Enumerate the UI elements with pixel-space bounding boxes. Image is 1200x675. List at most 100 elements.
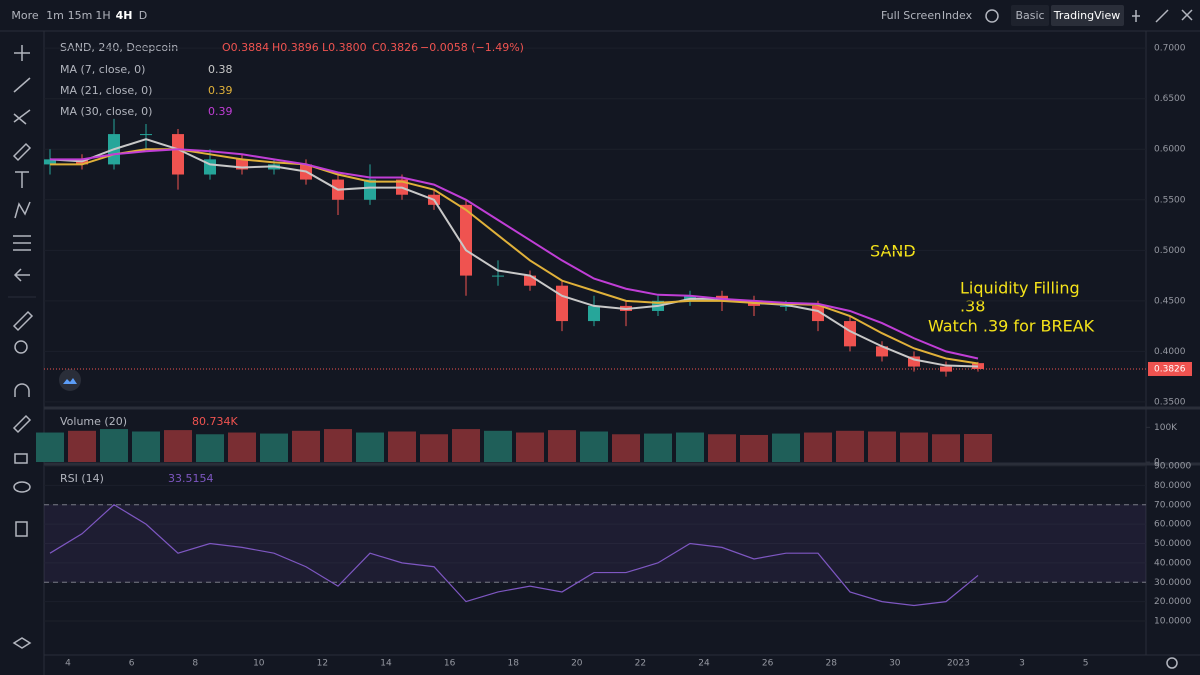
- prediction-icon[interactable]: [13, 235, 31, 251]
- trash-icon[interactable]: [15, 521, 28, 537]
- tradingview-button[interactable]: TradingView: [1053, 9, 1120, 22]
- y-tick-label: 0.4500: [1154, 296, 1186, 306]
- settings-icon[interactable]: [985, 9, 999, 23]
- eye-icon[interactable]: [13, 481, 31, 493]
- interval-button[interactable]: 4H: [116, 9, 133, 22]
- lock-icon[interactable]: [14, 453, 28, 464]
- candle-body: [172, 134, 184, 175]
- interval-button[interactable]: 1m: [46, 9, 64, 22]
- volume-bar: [612, 434, 640, 462]
- time-label: 22: [635, 659, 646, 669]
- time-label: 24: [698, 659, 710, 669]
- annotation: .38: [960, 297, 985, 316]
- text-icon[interactable]: [15, 171, 29, 188]
- pin-icon[interactable]: [1132, 10, 1140, 22]
- ohlc-value: C0.3826: [372, 41, 418, 54]
- top-bar: [0, 0, 1200, 31]
- annotation: SAND: [870, 242, 916, 261]
- volume-bar: [964, 434, 992, 462]
- time-label: 2023: [947, 659, 970, 669]
- ma-legend[interactable]: MA (7, close, 0): [60, 63, 145, 76]
- interval-button[interactable]: 1H: [95, 9, 110, 22]
- y-tick-label: 90.0000: [1154, 462, 1191, 472]
- close-icon[interactable]: [1181, 9, 1193, 21]
- magnet-icon[interactable]: [14, 383, 30, 397]
- volume-bar: [196, 434, 224, 462]
- last-price-label: 0.3826: [1154, 364, 1186, 374]
- pattern-icon[interactable]: [14, 201, 31, 219]
- ma-line: [50, 148, 979, 360]
- volume-bar: [68, 430, 96, 462]
- ma-line: [50, 148, 979, 365]
- y-tick-label: 80.0000: [1154, 481, 1191, 491]
- brush-icon[interactable]: [12, 142, 32, 162]
- interval-button[interactable]: 15m: [68, 9, 93, 22]
- ma-legend[interactable]: MA (21, close, 0): [60, 84, 152, 97]
- ma-legend[interactable]: MA (30, close, 0): [60, 105, 152, 118]
- y-tick-label: 40.0000: [1154, 558, 1191, 568]
- y-tick-label: 100K: [1154, 423, 1178, 433]
- volume-bar: [868, 431, 896, 462]
- candle-body: [492, 275, 504, 277]
- time-label: 10: [253, 659, 265, 669]
- volume-bar: [356, 432, 384, 462]
- y-tick-label: 30.0000: [1154, 578, 1191, 588]
- layers-icon[interactable]: [12, 637, 32, 649]
- time-label: 26: [762, 659, 774, 669]
- interval-button[interactable]: D: [139, 9, 147, 22]
- basic-button[interactable]: Basic: [1015, 9, 1044, 22]
- y-tick-label: 50.0000: [1154, 539, 1191, 549]
- fullscreen-button[interactable]: Full Screen: [881, 9, 941, 22]
- y-tick-label: 0.3500: [1154, 397, 1186, 407]
- rsi-line: [49, 504, 979, 607]
- candle-body: [460, 204, 472, 276]
- candle-body: [908, 356, 920, 367]
- basic-button-bg: [1011, 5, 1049, 26]
- crosshair-icon[interactable]: [14, 45, 30, 61]
- symbol-label[interactable]: SAND, 240, Deepcoin: [60, 41, 178, 54]
- time-label: 12: [317, 659, 328, 669]
- candle-body: [140, 134, 152, 136]
- volume-bar: [772, 433, 800, 462]
- candle-body: [940, 366, 952, 372]
- volume-bar: [228, 432, 256, 462]
- volume-bar: [164, 430, 192, 462]
- axis-settings-icon[interactable]: [1166, 657, 1178, 669]
- ohlc-value: O0.3884: [222, 41, 269, 54]
- pane-value: 80.734K: [192, 415, 238, 428]
- volume-bar: [836, 430, 864, 462]
- interval-button[interactable]: More: [11, 9, 39, 22]
- trendline-icon[interactable]: [13, 77, 31, 93]
- ma-line: [49, 138, 979, 368]
- time-label: 4: [65, 659, 71, 669]
- time-label: 18: [507, 659, 519, 669]
- y-tick-label: 70.0000: [1154, 500, 1191, 510]
- time-label: 28: [825, 659, 837, 669]
- lock-draw-icon[interactable]: [12, 414, 32, 434]
- volume-bar: [484, 430, 512, 462]
- ohlc-value: L0.3800: [322, 41, 367, 54]
- index-button[interactable]: Index: [942, 9, 973, 22]
- ruler-icon[interactable]: [12, 310, 34, 332]
- volume-bar: [804, 432, 832, 462]
- y-tick-label: 0.5000: [1154, 246, 1186, 256]
- time-label: 16: [444, 659, 456, 669]
- volume-bar: [932, 434, 960, 462]
- pane-title[interactable]: RSI (14): [60, 472, 104, 485]
- drawing-toolbar: [8, 45, 36, 649]
- y-tick-label: 10.0000: [1154, 617, 1191, 627]
- fib-icon[interactable]: [13, 109, 31, 125]
- zoom-icon[interactable]: [14, 340, 28, 354]
- ohlc-value: −0.0058 (−1.49%): [420, 41, 524, 54]
- candle-body: [844, 321, 856, 347]
- time-label: 30: [889, 659, 901, 669]
- back-icon[interactable]: [13, 268, 30, 282]
- y-tick-label: 0.4000: [1154, 347, 1186, 357]
- expand-icon[interactable]: [1155, 9, 1169, 23]
- y-tick-label: 0.5500: [1154, 195, 1186, 205]
- y-tick-label: 0.6000: [1154, 145, 1186, 155]
- candle-body: [876, 346, 888, 357]
- candle-body: [524, 275, 536, 286]
- pane-title[interactable]: Volume (20): [60, 415, 127, 428]
